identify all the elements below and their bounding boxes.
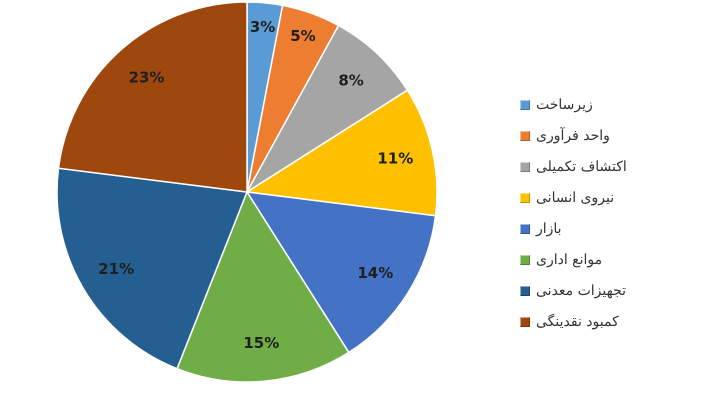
legend-label-1: زیرساخت — [536, 96, 593, 113]
pie-slice-4 — [244, 89, 438, 217]
legend-label-6: موانع اداری — [536, 251, 603, 268]
data-label-5: 14% — [357, 264, 393, 282]
legend-label-2: واحد فرآوری — [536, 127, 610, 144]
legend-label-4: نیروی انسانی — [536, 189, 615, 206]
data-label-4: 11% — [377, 149, 413, 167]
legend-item-8: کمبود نقدینگی — [520, 306, 680, 337]
data-label-2: 5% — [290, 27, 315, 45]
pie-slice-8 — [57, 1, 248, 193]
legend-swatch-3 — [520, 161, 530, 172]
legend-item-7: تجهیزات معدنی — [520, 275, 680, 306]
legend-item-2: واحد فرآوری — [520, 120, 680, 151]
legend-item-1: زیرساخت — [520, 89, 680, 120]
pie-slices — [56, 1, 438, 383]
pie-slice-3 — [246, 24, 409, 193]
pie-slice-5 — [245, 191, 437, 354]
pie-data-labels: 3% 5% 8% 11% 14% 15% 21% 23% — [98, 18, 413, 352]
data-label-3: 8% — [338, 72, 363, 90]
data-label-8: 23% — [129, 68, 165, 86]
legend-label-3: اکتشاف تکمیلی — [536, 158, 627, 175]
legend-label-7: تجهیزات معدنی — [536, 282, 627, 299]
legend-swatch-4 — [520, 192, 530, 203]
legend-swatch-2 — [520, 130, 530, 141]
pie-slice-7 — [56, 167, 249, 370]
legend-item-4: نیروی انسانی — [520, 182, 680, 213]
legend-swatch-8 — [520, 316, 530, 327]
pie-slice-6 — [176, 190, 350, 383]
data-label-7: 21% — [98, 260, 134, 278]
legend-swatch-5 — [520, 223, 530, 234]
data-label-6: 15% — [243, 334, 279, 352]
data-label-1: 3% — [250, 18, 275, 36]
legend-swatch-7 — [520, 285, 530, 296]
legend-swatch-6 — [520, 254, 530, 265]
legend-item-5: بازار — [520, 213, 680, 244]
chart-legend: زیرساخت واحد فرآوری اکتشاف تکمیلی نیروی انس… — [520, 89, 680, 337]
legend-item-6: موانع اداری — [520, 244, 680, 275]
legend-item-3: اکتشاف تکمیلی — [520, 151, 680, 182]
legend-swatch-1 — [520, 99, 530, 110]
legend-label-8: کمبود نقدینگی — [536, 313, 619, 330]
legend-label-5: بازار — [536, 220, 562, 237]
